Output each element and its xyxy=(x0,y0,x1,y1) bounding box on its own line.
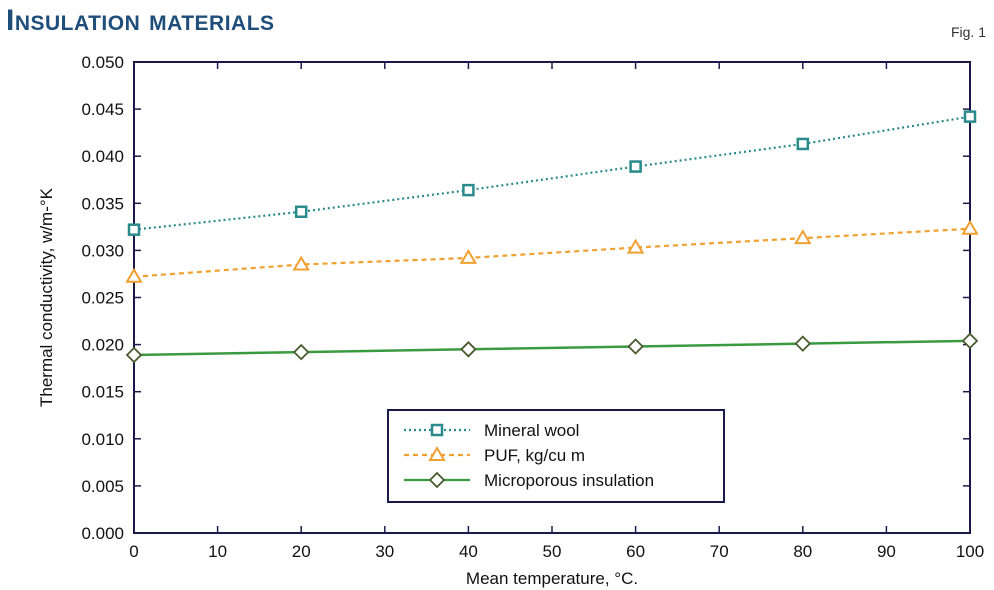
legend-swatch-marker xyxy=(430,423,444,437)
data-point xyxy=(125,267,143,283)
data-point xyxy=(629,160,642,173)
y-tick-label: 0.050 xyxy=(81,53,124,72)
data-point xyxy=(794,335,812,352)
data-point xyxy=(292,343,310,361)
figure-label: Fig. 1 xyxy=(950,24,986,40)
series-line-2 xyxy=(133,339,971,357)
y-tick-label: 0.015 xyxy=(81,383,124,402)
x-tick-label: 20 xyxy=(292,542,311,561)
data-point xyxy=(961,219,979,235)
data-point xyxy=(796,137,810,151)
y-tick-label: 0.020 xyxy=(81,336,124,355)
x-tick-label: 10 xyxy=(208,542,227,561)
x-tick-label: 70 xyxy=(710,542,729,561)
y-tick-label: 0.000 xyxy=(81,524,124,543)
data-point xyxy=(794,229,812,245)
data-point xyxy=(459,248,478,264)
x-tick-label: 60 xyxy=(626,542,645,561)
data-point xyxy=(462,183,475,197)
data-point xyxy=(125,346,143,364)
chart-series xyxy=(125,110,979,364)
x-tick-label: 30 xyxy=(375,542,394,561)
data-point xyxy=(963,110,977,123)
x-tick-label: 40 xyxy=(459,542,478,561)
data-point xyxy=(294,205,308,219)
x-tick-label: 50 xyxy=(543,542,562,561)
data-point xyxy=(627,338,644,355)
chart-title: Insulation materials xyxy=(6,4,275,37)
x-axis-label: Mean temperature, °C. xyxy=(466,569,638,588)
chart-legend: Mineral wool PUF, kg/cu m Microporous insu… xyxy=(387,409,725,503)
x-tick-label: 90 xyxy=(877,542,896,561)
data-point xyxy=(460,341,477,358)
data-point xyxy=(292,255,310,271)
data-point xyxy=(961,332,979,350)
x-tick-label: 80 xyxy=(793,542,812,561)
data-point xyxy=(127,223,141,236)
x-tick-label: 0 xyxy=(129,542,138,561)
legend-swatch-marker xyxy=(428,446,446,461)
y-tick-label: 0.030 xyxy=(81,241,124,260)
y-tick-label: 0.040 xyxy=(81,147,124,166)
legend-label: Mineral wool xyxy=(484,421,579,440)
y-tick-label: 0.025 xyxy=(81,289,124,308)
y-axis-label: Thermal conductivity, w/m-°K xyxy=(37,187,56,407)
y-tick-label: 0.010 xyxy=(81,430,124,449)
y-tick-label: 0.005 xyxy=(81,477,124,496)
legend-label: Microporous insulation xyxy=(484,471,654,490)
chart-ticks: 0.000 0.005 0.010 0.015 0.020 0.025 0.030 0.035… xyxy=(37,53,984,588)
legend-label: PUF, kg/cu m xyxy=(484,446,585,465)
y-tick-label: 0.045 xyxy=(81,100,124,119)
x-tick-label: 100 xyxy=(956,542,984,561)
series-line-0 xyxy=(133,115,971,231)
legend-swatch-marker xyxy=(428,471,446,489)
data-point xyxy=(626,238,645,254)
y-tick-label: 0.035 xyxy=(81,194,124,213)
series-line-1 xyxy=(133,227,971,278)
